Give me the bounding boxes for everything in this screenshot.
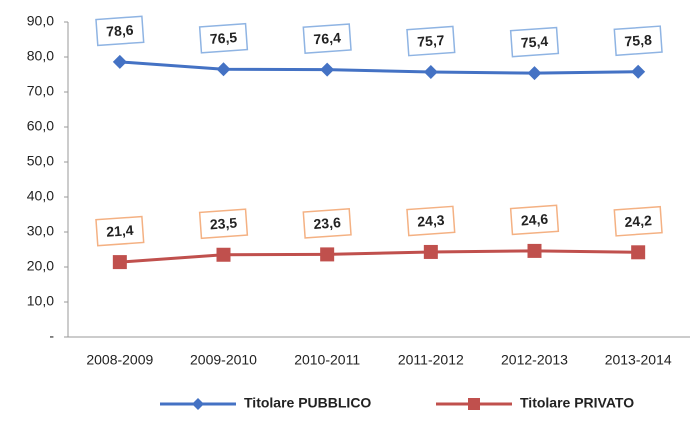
y-tick-label: 90,0 (27, 13, 54, 29)
marker (527, 243, 542, 258)
y-tick-label: 40,0 (27, 188, 54, 204)
data-label-box (302, 23, 352, 54)
data-label-text: 24,6 (520, 211, 549, 229)
data-label-text: 75,7 (417, 32, 446, 50)
data-label: 75,8 (613, 25, 663, 57)
x-tick-label: 2013-2014 (605, 352, 672, 368)
data-label-text: 23,6 (313, 214, 342, 232)
data-label: 75,4 (509, 26, 560, 58)
data-label-box (509, 26, 560, 58)
data-label-box (613, 205, 663, 237)
data-label-box (302, 208, 352, 239)
data-label-box (198, 22, 249, 54)
data-label-text: 24,2 (624, 212, 653, 230)
data-label-box (95, 215, 145, 247)
data-label-box (198, 208, 249, 240)
y-tick-label: - (49, 328, 54, 344)
marker (320, 62, 335, 77)
data-label-text: 75,8 (624, 31, 653, 49)
legend-label: Titolare PRIVATO (520, 395, 634, 411)
data-label: 24,3 (406, 205, 456, 237)
data-label: 75,7 (406, 25, 456, 57)
data-label-box (95, 15, 145, 47)
data-label-text: 23,5 (209, 215, 238, 233)
data-label-text: 76,4 (313, 29, 342, 47)
y-tick-label: 80,0 (27, 48, 54, 64)
data-label: 24,2 (613, 205, 663, 237)
data-label: 23,6 (302, 208, 352, 239)
legend-label: Titolare PUBBLICO (244, 395, 371, 411)
series-line (119, 249, 639, 264)
x-tick-label: 2010-2011 (294, 352, 360, 368)
data-label-box (509, 204, 560, 236)
data-label-text: 78,6 (106, 22, 135, 40)
marker (423, 65, 438, 80)
marker (320, 247, 335, 262)
data-label: 24,6 (509, 204, 560, 236)
series-line (119, 60, 639, 75)
x-tick-label: 2011-2012 (398, 352, 464, 368)
data-label-box (406, 205, 456, 237)
x-tick-label: 2012-2013 (501, 352, 568, 368)
y-tick-label: 60,0 (27, 118, 54, 134)
x-tick-label: 2009-2010 (190, 352, 257, 368)
y-tick-label: 70,0 (27, 83, 54, 99)
y-tick-label: 10,0 (27, 293, 54, 309)
legend-marker (192, 398, 204, 410)
data-label: 21,4 (95, 215, 145, 247)
y-tick-label: 20,0 (27, 258, 54, 274)
data-label-text: 24,3 (417, 212, 446, 230)
marker (423, 244, 438, 259)
marker (527, 66, 542, 81)
data-label-text: 75,4 (520, 33, 549, 51)
data-label: 23,5 (198, 208, 249, 240)
marker (112, 255, 127, 270)
x-tick-label: 2008-2009 (86, 352, 153, 368)
data-label: 78,6 (95, 15, 145, 47)
marker (631, 64, 646, 79)
marker (216, 247, 231, 262)
data-label: 76,5 (198, 22, 249, 54)
y-tick-label: 50,0 (27, 153, 54, 169)
legend-marker (468, 398, 480, 410)
data-label-text: 76,5 (209, 29, 238, 47)
data-label-text: 21,4 (106, 222, 135, 240)
data-label: 76,4 (302, 23, 352, 54)
y-tick-label: 30,0 (27, 223, 54, 239)
marker (112, 54, 127, 69)
data-label-box (406, 25, 456, 57)
data-label-box (613, 25, 663, 57)
marker (631, 245, 646, 260)
marker (216, 62, 231, 77)
